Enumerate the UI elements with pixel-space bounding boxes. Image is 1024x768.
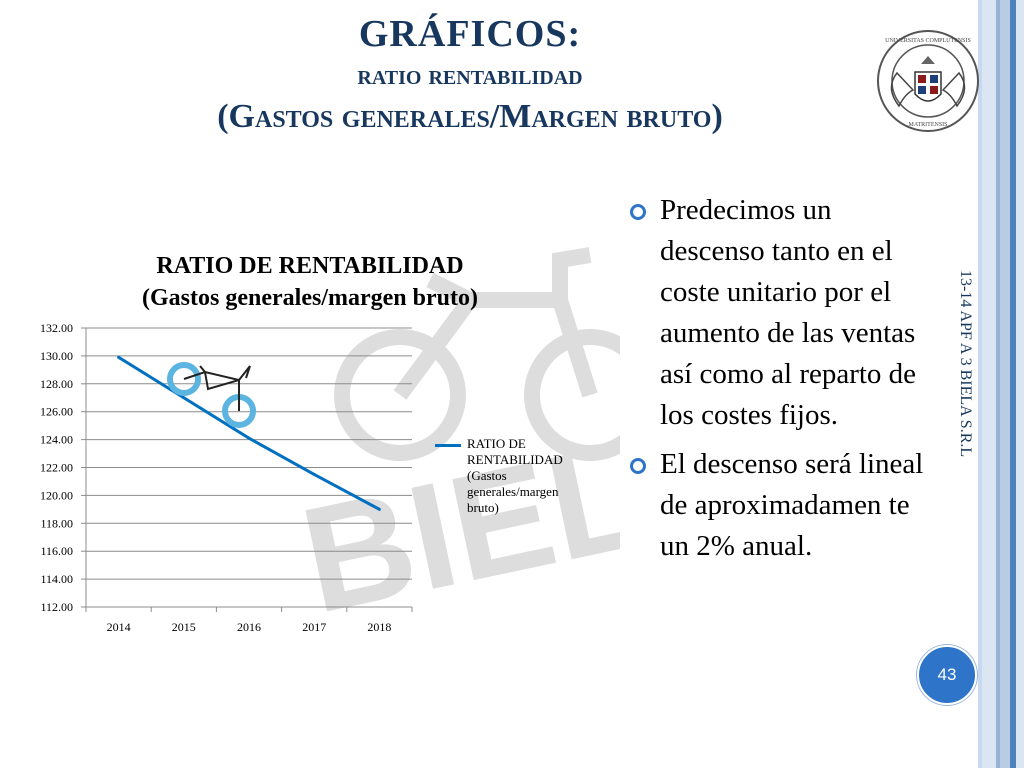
title-line-2: ratio rentabilidad: [357, 60, 583, 91]
y-tick-label: 122.00: [40, 461, 73, 475]
side-stripes: [978, 0, 1024, 768]
stripe: [1010, 0, 1016, 768]
bullet-item: Predecimos un descenso tanto en el coste…: [628, 190, 928, 436]
bicycle-icon: [167, 362, 256, 428]
data-point: [182, 396, 186, 400]
stripe: [978, 0, 982, 768]
data-point: [117, 355, 121, 359]
title-line-1: GRÁFICOS:: [358, 13, 582, 55]
svg-text:UNIVERSITAS COMPLUTENSIS: UNIVERSITAS COMPLUTENSIS: [885, 38, 971, 44]
chart-title: RATIO DE RENTABILIDAD (Gastos generales/…: [60, 250, 560, 314]
y-tick-label: 120.00: [40, 488, 73, 502]
side-footer-text: 13-14 APF A 3 BIELA S.R.L: [957, 270, 974, 458]
x-tick-label: 2016: [237, 620, 261, 634]
legend-swatch: [435, 444, 461, 447]
y-tick-label: 116.00: [40, 544, 73, 558]
page-number-badge: 43: [917, 645, 977, 705]
bullet-icon: [630, 458, 646, 474]
y-tick-label: 128.00: [40, 377, 73, 391]
legend-label: RATIO DE RENTABILIDAD (Gastos generales/…: [467, 436, 563, 515]
chart-title-line-1: RATIO DE RENTABILIDAD: [156, 253, 464, 279]
y-tick-label: 126.00: [40, 405, 73, 419]
chart-legend: RATIO DE RENTABILIDAD (Gastos generales/…: [435, 436, 565, 516]
bullet-text: El descenso será lineal de aproximadamen…: [660, 448, 924, 562]
stripe: [982, 0, 996, 768]
stripe: [996, 0, 1000, 768]
x-tick-label: 2017: [302, 620, 326, 634]
x-tick-label: 2018: [367, 620, 391, 634]
university-seal-logo: UNIVERSITAS COMPLUTENSIS MATRITENSIS: [877, 30, 979, 132]
y-tick-label: 118.00: [40, 516, 73, 530]
bullet-icon: [630, 204, 646, 220]
stripe: [1000, 0, 1010, 768]
biela-watermark: BIELA: [289, 247, 620, 645]
data-point: [247, 436, 251, 440]
line-chart: BIELA 112.00 114.00 116.00 118.00 120.00 122.…: [40, 247, 620, 645]
x-tick-label: 2015: [172, 620, 196, 634]
y-tick-label: 114.00: [40, 572, 73, 586]
bullet-item: El descenso será lineal de aproximadamen…: [628, 444, 928, 567]
svg-text:MATRITENSIS: MATRITENSIS: [908, 122, 947, 128]
y-tick-label: 130.00: [40, 349, 73, 363]
bullet-list: Predecimos un descenso tanto en el coste…: [628, 190, 928, 575]
slide-title: GRÁFICOS: ratio rentabilidad (Gastos gen…: [30, 12, 910, 138]
bullet-text: Predecimos un descenso tanto en el coste…: [660, 194, 917, 431]
y-tick-label: 112.00: [40, 600, 73, 614]
y-tick-label: 132.00: [40, 321, 73, 335]
stripe: [1016, 0, 1024, 768]
data-point: [312, 472, 316, 476]
x-tick-label: 2014: [107, 620, 131, 634]
title-line-3: (Gastos generales/Margen bruto): [217, 98, 723, 135]
y-tick-label: 124.00: [40, 433, 73, 447]
data-point: [377, 507, 381, 511]
chart-title-line-2: (Gastos generales/margen bruto): [142, 285, 478, 311]
